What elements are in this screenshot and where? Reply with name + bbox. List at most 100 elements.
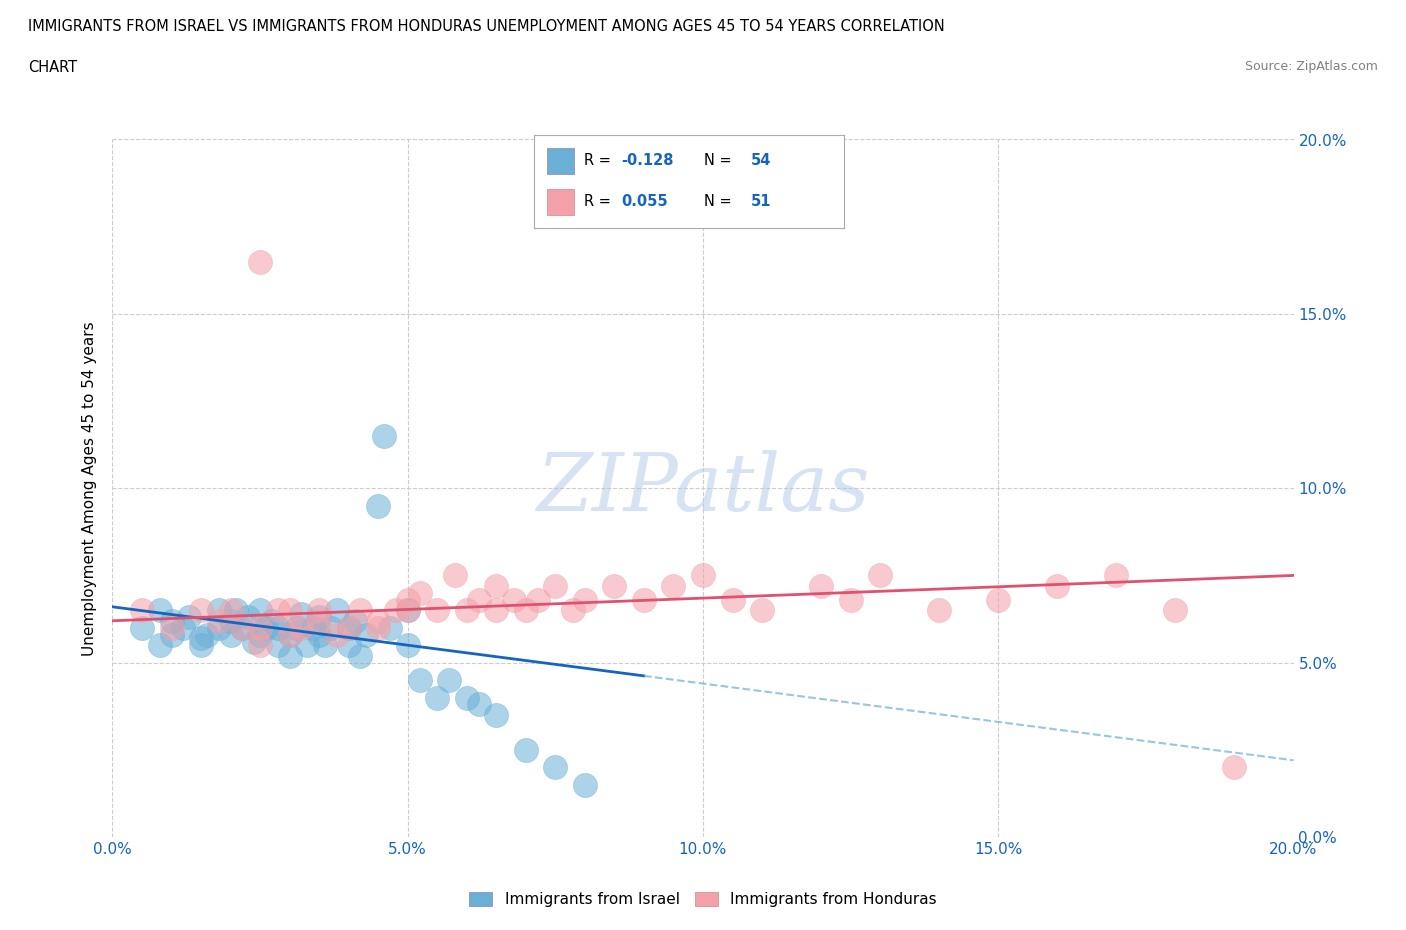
Point — [319, 620, 342, 635]
Point — [219, 603, 242, 618]
Point — [503, 592, 526, 607]
Point — [574, 592, 596, 607]
Point — [160, 614, 183, 629]
Text: R =: R = — [583, 153, 616, 168]
Point — [839, 592, 862, 607]
Point — [396, 638, 419, 653]
Point — [219, 628, 242, 643]
Point — [249, 620, 271, 635]
Point — [326, 603, 349, 618]
Point — [603, 578, 626, 593]
Point — [267, 638, 290, 653]
Point — [396, 592, 419, 607]
Point — [562, 603, 585, 618]
Point — [249, 638, 271, 653]
Point — [278, 603, 301, 618]
Point — [208, 603, 231, 618]
Point — [467, 698, 489, 712]
Point — [378, 620, 401, 635]
Point — [349, 648, 371, 663]
Text: 51: 51 — [751, 194, 772, 209]
Point — [238, 610, 260, 625]
Point — [437, 672, 460, 687]
Point — [308, 610, 330, 625]
Point — [367, 614, 389, 629]
Point — [302, 620, 325, 635]
Point — [208, 614, 231, 629]
Point — [810, 578, 832, 593]
Text: IMMIGRANTS FROM ISRAEL VS IMMIGRANTS FROM HONDURAS UNEMPLOYMENT AMONG AGES 45 TO: IMMIGRANTS FROM ISRAEL VS IMMIGRANTS FRO… — [28, 19, 945, 33]
Point — [260, 614, 283, 629]
Point — [149, 603, 172, 618]
Text: N =: N = — [704, 153, 737, 168]
Text: R =: R = — [583, 194, 616, 209]
Point — [987, 592, 1010, 607]
Point — [1105, 568, 1128, 583]
Text: 0.055: 0.055 — [621, 194, 668, 209]
Point — [1046, 578, 1069, 593]
Point — [278, 628, 301, 643]
Point — [190, 631, 212, 645]
Point — [721, 592, 744, 607]
Point — [456, 690, 478, 705]
Point — [308, 614, 330, 629]
Point — [131, 603, 153, 618]
Point — [1223, 760, 1246, 775]
Point — [190, 603, 212, 618]
Point — [278, 628, 301, 643]
Point — [869, 568, 891, 583]
Point — [928, 603, 950, 618]
Point — [249, 254, 271, 269]
Point — [249, 603, 271, 618]
Point — [385, 603, 408, 618]
Point — [1164, 603, 1187, 618]
Point — [485, 708, 508, 723]
FancyBboxPatch shape — [547, 189, 575, 215]
Text: ZIPatlas: ZIPatlas — [536, 449, 870, 527]
Point — [149, 638, 172, 653]
Point — [515, 603, 537, 618]
Point — [225, 603, 247, 618]
Point — [337, 638, 360, 653]
Text: 54: 54 — [751, 153, 770, 168]
Point — [267, 620, 290, 635]
Point — [408, 586, 430, 601]
Point — [356, 628, 378, 643]
Point — [249, 628, 271, 643]
Point — [367, 498, 389, 513]
Point — [337, 620, 360, 635]
Point — [426, 603, 449, 618]
Y-axis label: Unemployment Among Ages 45 to 54 years: Unemployment Among Ages 45 to 54 years — [82, 321, 97, 656]
Point — [426, 690, 449, 705]
Point — [456, 603, 478, 618]
Point — [692, 568, 714, 583]
Point — [367, 620, 389, 635]
Point — [231, 620, 253, 635]
Point — [326, 628, 349, 643]
Point — [290, 606, 312, 621]
Point — [751, 603, 773, 618]
Point — [373, 429, 395, 444]
Point — [172, 620, 194, 635]
Point — [284, 620, 307, 635]
Point — [396, 603, 419, 618]
Point — [544, 760, 567, 775]
Point — [297, 638, 319, 653]
Point — [179, 610, 201, 625]
Point — [574, 777, 596, 792]
Point — [544, 578, 567, 593]
Point — [231, 620, 253, 635]
Point — [444, 568, 467, 583]
Point — [308, 603, 330, 618]
Point — [308, 628, 330, 643]
Point — [160, 620, 183, 635]
Text: Source: ZipAtlas.com: Source: ZipAtlas.com — [1244, 60, 1378, 73]
Point — [190, 638, 212, 653]
Point — [208, 620, 231, 635]
Point — [278, 648, 301, 663]
Point — [633, 592, 655, 607]
FancyBboxPatch shape — [547, 148, 575, 174]
Point — [243, 634, 266, 649]
Point — [467, 592, 489, 607]
Point — [160, 628, 183, 643]
